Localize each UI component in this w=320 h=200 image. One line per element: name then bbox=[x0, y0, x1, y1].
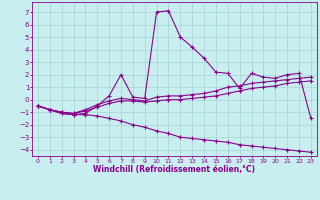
X-axis label: Windchill (Refroidissement éolien,°C): Windchill (Refroidissement éolien,°C) bbox=[93, 165, 255, 174]
